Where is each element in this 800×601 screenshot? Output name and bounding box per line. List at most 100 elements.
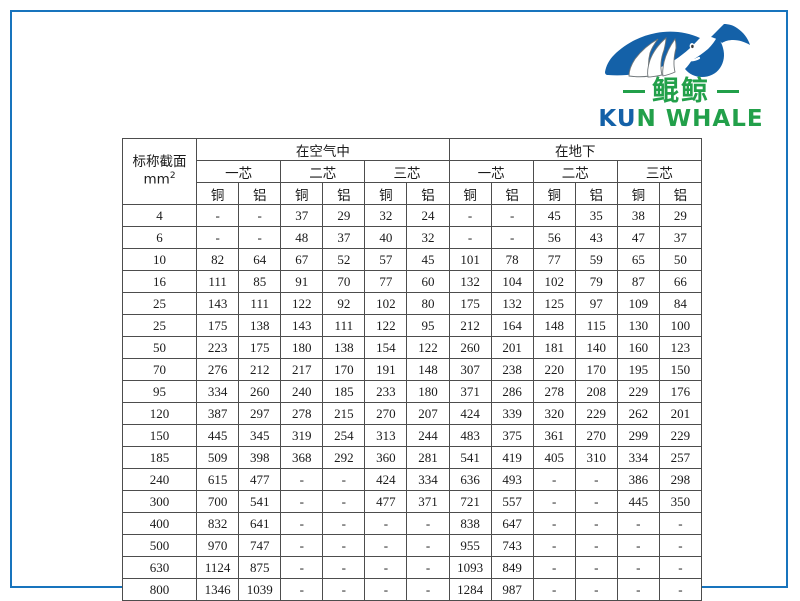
cell-current-value: 85	[238, 270, 282, 293]
cell-nominal-section: 500	[121, 534, 198, 557]
cell-current-value: 50	[658, 248, 703, 271]
table-row: 25 143 111 122 92 102 80 175 132 125 97 109 84	[121, 292, 703, 315]
metal-header: 铜	[532, 182, 576, 205]
cell-current-value: 307	[448, 358, 492, 381]
cell-empty: -	[406, 512, 450, 535]
cell-current-value: 37	[658, 226, 703, 249]
capacity-table-container: 标称截面 mm2 在空气中 在地下 一芯 二芯 三芯 一芯 二芯 三芯 铜 铝	[121, 138, 703, 601]
brand-english-prefix: KU	[598, 106, 637, 132]
cell-nominal-section: 50	[121, 336, 198, 359]
cell-nominal-section: 25	[121, 314, 198, 337]
cell-current-value: 477	[364, 490, 408, 513]
table-row: 800 1346 1039- - - -1284 987- - - -	[121, 578, 703, 601]
header-row-group: 标称截面 mm2 在空气中 在地下	[121, 138, 703, 205]
cell-current-value: 185	[322, 380, 366, 403]
cell-current-value: 122	[280, 292, 324, 315]
cable-capacity-table: 标称截面 mm2 在空气中 在地下 一芯 二芯 三芯 一芯 二芯 三芯 铜 铝	[121, 138, 703, 601]
cell-current-value: 148	[532, 314, 576, 337]
cell-current-value: 138	[238, 314, 282, 337]
cell-current-value: 217	[280, 358, 324, 381]
cell-current-value: 48	[280, 226, 324, 249]
cell-empty: -	[196, 204, 240, 227]
cell-empty: -	[322, 490, 366, 513]
cell-current-value: 32	[406, 226, 450, 249]
cell-empty: -	[322, 512, 366, 535]
cell-current-value: 92	[322, 292, 366, 315]
cell-current-value: 557	[490, 490, 534, 513]
cell-current-value: 122	[364, 314, 408, 337]
cell-current-value: 115	[574, 314, 618, 337]
cell-current-value: 170	[574, 358, 618, 381]
cell-current-value: 80	[406, 292, 450, 315]
cell-current-value: 310	[574, 446, 618, 469]
cell-current-value: 37	[280, 204, 324, 227]
cell-current-value: 66	[658, 270, 703, 293]
cell-current-value: 260	[238, 380, 282, 403]
cell-empty: -	[364, 512, 408, 535]
table-row: 120 387 297 278 215 270 207 424 339 320 229 262 201	[121, 402, 703, 425]
cell-current-value: 175	[238, 336, 282, 359]
cell-current-value: 170	[322, 358, 366, 381]
metal-header: 铜	[196, 182, 240, 205]
cell-current-value: 122	[406, 336, 450, 359]
cell-current-value: 207	[406, 402, 450, 425]
cell-current-value: 87	[616, 270, 660, 293]
cell-current-value: 298	[658, 468, 703, 491]
group-header-in-air: 在空气中	[196, 138, 450, 161]
corner-header-line1: 标称截面	[132, 154, 187, 171]
cell-empty: -	[280, 490, 324, 513]
cell-empty: -	[574, 578, 618, 601]
cell-empty: -	[616, 512, 660, 535]
cell-current-value: 102	[364, 292, 408, 315]
cell-current-value: 67	[280, 248, 324, 271]
cell-current-value: 56	[532, 226, 576, 249]
cell-current-value: 254	[322, 424, 366, 447]
cell-nominal-section: 4	[121, 204, 198, 227]
cell-empty: -	[322, 534, 366, 557]
cell-current-value: 345	[238, 424, 282, 447]
cell-current-value: 229	[616, 380, 660, 403]
cell-current-value: 140	[574, 336, 618, 359]
cell-current-value: 101	[448, 248, 492, 271]
brand-chinese-name: 鲲鲸	[652, 76, 710, 107]
cell-current-value: 319	[280, 424, 324, 447]
corner-unit-exponent: 2	[169, 171, 176, 182]
cell-current-value: 191	[364, 358, 408, 381]
cell-current-value: 175	[196, 314, 240, 337]
cell-current-value: 91	[280, 270, 324, 293]
cell-current-value: 104	[490, 270, 534, 293]
cell-current-value: 334	[196, 380, 240, 403]
cell-current-value: 286	[490, 380, 534, 403]
cell-current-value: 339	[490, 402, 534, 425]
table-row: 4- -37 29 32 24- -45 35 38 29	[121, 204, 703, 227]
core-header-air-3: 三芯	[364, 160, 450, 183]
cell-current-value: 233	[364, 380, 408, 403]
cell-current-value: 541	[448, 446, 492, 469]
cell-current-value: 24	[406, 204, 450, 227]
cell-nominal-section: 800	[121, 578, 198, 601]
cell-current-value: 180	[280, 336, 324, 359]
cell-current-value: 350	[658, 490, 703, 513]
metal-header: 铝	[490, 182, 534, 205]
cell-current-value: 299	[616, 424, 660, 447]
metal-header: 铝	[574, 182, 618, 205]
cell-current-value: 270	[574, 424, 618, 447]
cell-current-value: 832	[196, 512, 240, 535]
cell-nominal-section: 630	[121, 556, 198, 579]
cell-current-value: 65	[616, 248, 660, 271]
cell-empty: -	[532, 578, 576, 601]
cell-current-value: 132	[448, 270, 492, 293]
cell-current-value: 52	[322, 248, 366, 271]
cell-current-value: 445	[196, 424, 240, 447]
cell-current-value: 64	[238, 248, 282, 271]
core-header-air-1: 一芯	[196, 160, 282, 183]
cell-empty: -	[574, 512, 618, 535]
cell-empty: -	[322, 468, 366, 491]
table-row: 6- -48 37 40 32- -56 43 47 37	[121, 226, 703, 249]
cell-empty: -	[364, 556, 408, 579]
cell-current-value: 1284	[448, 578, 492, 601]
cell-current-value: 201	[490, 336, 534, 359]
table-row: 500 970 747- - - -955 743- - - -	[121, 534, 703, 557]
cell-current-value: 95	[406, 314, 450, 337]
header-row-metal: 铜 铝 铜 铝 铜 铝 铜 铝 铜 铝 铜 铝	[123, 182, 703, 205]
